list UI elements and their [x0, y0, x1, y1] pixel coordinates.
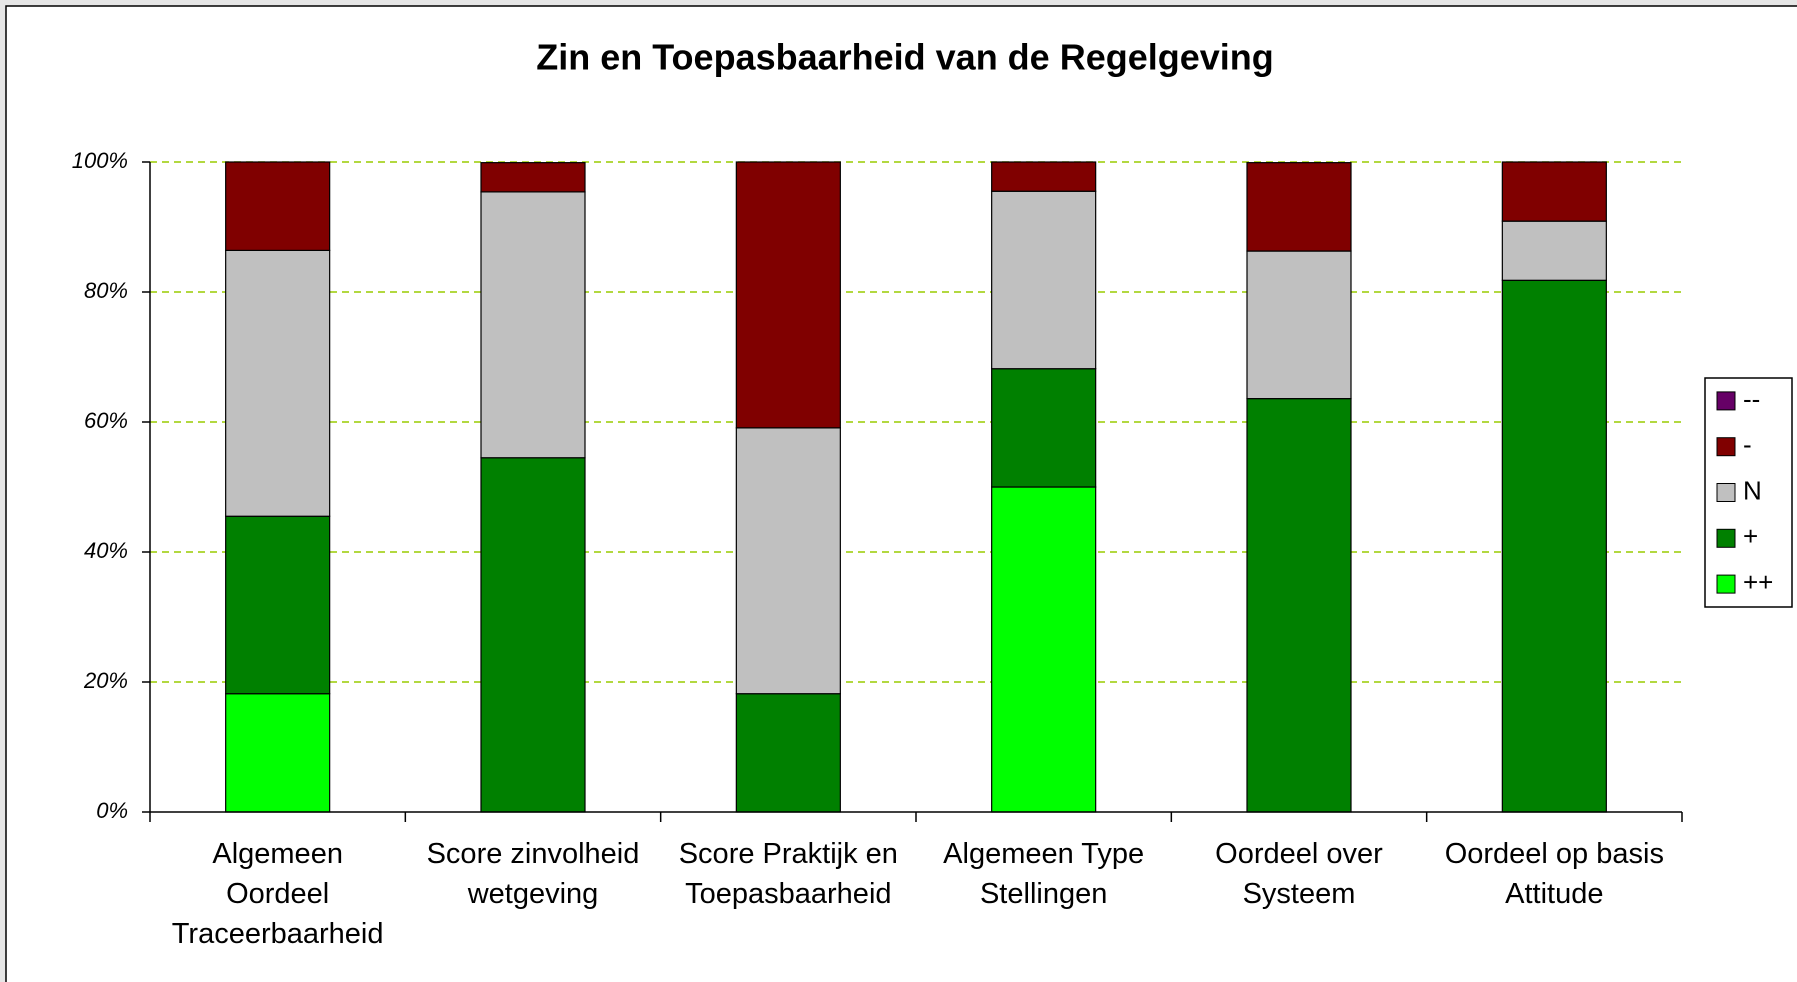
- x-tick-label: Algemeen Type Stellingen: [943, 838, 1145, 910]
- bar-segment: [1501, 220, 1607, 281]
- x-tick-label: Algemeen Oordeel Traceerbaarheid: [171, 838, 384, 950]
- bar-segment: [991, 486, 1097, 813]
- legend-swatch: [1716, 528, 1736, 548]
- bar-segment: [480, 457, 586, 813]
- bar-segment: [1501, 161, 1607, 222]
- bar-segment: [1246, 398, 1352, 813]
- y-tick-label: 0%: [96, 798, 128, 823]
- legend-label: N: [1743, 475, 1762, 505]
- y-tick-label: 60%: [84, 408, 128, 433]
- bar-segment: [735, 427, 841, 695]
- bar-segment: [225, 249, 331, 517]
- bar-segment: [480, 191, 586, 459]
- bar-segment: [225, 515, 331, 695]
- bar-segment: [991, 161, 1097, 192]
- legend-swatch: [1716, 437, 1736, 457]
- x-tick-label: Score Praktijk en Toepasbaarheid: [678, 838, 898, 910]
- x-tick-label: Score zinvolheid wetgeving: [426, 838, 640, 910]
- bar-segment: [1246, 250, 1352, 400]
- y-tick-label: 20%: [83, 668, 128, 693]
- y-tick-label: 100%: [72, 148, 128, 173]
- y-tick-label: 40%: [84, 538, 128, 563]
- legend-label: ++: [1743, 567, 1773, 597]
- bar-segment: [225, 693, 331, 813]
- legend-swatch: [1716, 574, 1736, 594]
- bar-segment: [1246, 162, 1352, 252]
- bar-segment: [1501, 279, 1607, 813]
- bar-segment: [991, 190, 1097, 370]
- x-tick-label: Oordeel op basis Attitude: [1444, 838, 1664, 910]
- bar-segment: [735, 693, 841, 813]
- bar-segment: [225, 161, 331, 252]
- legend-swatch: [1716, 391, 1736, 411]
- x-tick-label: Oordeel over Systeem: [1215, 838, 1383, 910]
- legend-label: -: [1743, 430, 1752, 460]
- bar-segment: [480, 162, 586, 193]
- y-tick-label: 80%: [84, 278, 128, 303]
- legend-swatch: [1716, 483, 1736, 502]
- chart-title: Zin en Toepasbaarheid van de Regelgeving: [536, 37, 1274, 78]
- bar-segment: [991, 368, 1097, 488]
- legend-label: +: [1743, 521, 1758, 551]
- legend-label: --: [1743, 384, 1760, 414]
- bar-segment: [735, 161, 841, 429]
